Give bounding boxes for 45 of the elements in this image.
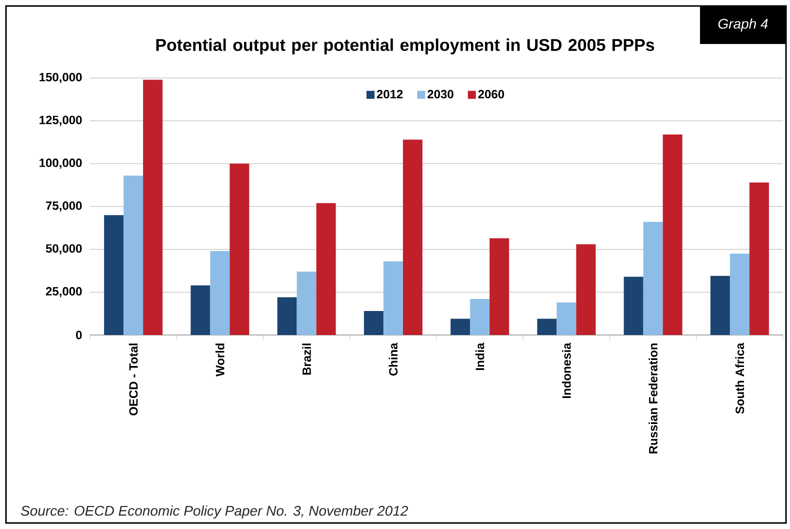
y-tick-label: 25,000 — [46, 287, 82, 298]
bar — [383, 261, 403, 335]
chart-title: Potential output per potential employment in USD 2005 PPPs — [156, 38, 654, 54]
x-tick-label: Russian Federation — [648, 344, 658, 454]
bar — [576, 244, 596, 335]
x-tick-label: World — [216, 344, 224, 377]
bar — [749, 182, 769, 335]
x-tick-label: Indonesia — [562, 342, 571, 398]
bar — [230, 164, 250, 335]
legend-label: 2060 — [478, 90, 504, 98]
y-tick-label: 150,000 — [40, 72, 82, 84]
x-tick-label: OECD - Total — [128, 344, 138, 416]
bar — [710, 276, 730, 335]
bar — [470, 299, 490, 335]
x-tick-label: Brazil — [302, 344, 311, 375]
bar — [364, 311, 384, 335]
bar — [143, 80, 163, 335]
y-tick-label: 50,000 — [46, 244, 82, 254]
legend-label: 2012 — [376, 90, 403, 98]
bar — [104, 215, 124, 335]
y-tick-label: 75,000 — [46, 201, 82, 212]
bar — [730, 254, 750, 335]
y-tick-label: 125,000 — [40, 116, 82, 126]
y-tick-label: 0 — [76, 330, 82, 340]
y-tick-label: 100,000 — [40, 158, 82, 169]
bar — [624, 276, 644, 335]
bar — [124, 176, 144, 335]
bar — [556, 302, 576, 335]
bar — [402, 140, 422, 335]
bar — [490, 238, 510, 335]
bar — [277, 297, 297, 335]
x-tick-label: South Africa — [735, 342, 744, 414]
bar — [316, 203, 336, 335]
caption: Graph 4 — [718, 18, 768, 32]
x-tick-label: India — [475, 342, 484, 370]
bar — [537, 318, 557, 335]
source-note: Source: OECD Economic Policy Paper No. 3, November 2012 — [20, 505, 408, 519]
x-tick-label: China — [388, 342, 398, 376]
bar — [643, 222, 663, 335]
bar — [210, 251, 230, 335]
bar — [450, 318, 470, 335]
legend-label: 2030 — [428, 90, 454, 98]
bar — [296, 272, 316, 335]
bar — [190, 285, 210, 335]
bar — [662, 134, 682, 335]
